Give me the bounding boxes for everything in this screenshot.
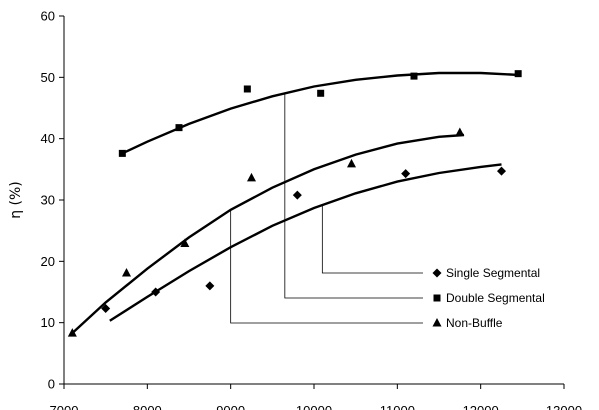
point-non-buffle bbox=[247, 172, 256, 182]
leader-line-double-segmental bbox=[284, 93, 423, 299]
legend-label-double-segmental: Double Segmental bbox=[446, 291, 545, 305]
legend-marker-double-segmental bbox=[433, 294, 441, 302]
plot-area: 0 10 20 30 40 50 60 7000 8000 9000 10000 11000 12000… bbox=[41, 9, 583, 410]
x-tick-label: 12000 bbox=[463, 403, 499, 410]
point-non-buffle bbox=[180, 238, 190, 248]
y-tick-label: 10 bbox=[41, 315, 55, 330]
x-tick-label: 7000 bbox=[50, 403, 79, 410]
y-tick-label: 60 bbox=[41, 9, 55, 24]
point-double-segmental bbox=[514, 70, 522, 78]
legend-marker-non-buffle bbox=[432, 318, 442, 327]
leader-line-non-buffle bbox=[230, 209, 423, 324]
legend-marker-single-segmental bbox=[432, 268, 442, 278]
ticks: 0 10 20 30 40 50 60 7000 8000 9000 10000 11000 12000… bbox=[41, 9, 583, 410]
point-single-segmental bbox=[401, 169, 411, 179]
point-single-segmental bbox=[497, 166, 506, 176]
point-non-buffle bbox=[347, 158, 356, 168]
y-tick-label: 20 bbox=[41, 254, 55, 269]
trend-line-double-segmental bbox=[121, 71, 519, 155]
point-double-segmental bbox=[243, 85, 251, 93]
x-tick-label: 9000 bbox=[216, 403, 245, 410]
trend-line-non-buffle bbox=[71, 133, 465, 334]
point-double-segmental bbox=[317, 89, 325, 97]
legend-label-non-buffle: Non-Buffle bbox=[446, 316, 503, 330]
data-markers bbox=[67, 70, 522, 337]
legend: Single Segmental Double Segmental Non-Buff… bbox=[230, 93, 545, 330]
trend-line-single-segmental bbox=[109, 163, 502, 322]
point-non-buffle bbox=[67, 328, 77, 337]
y-axis-title: η (%) bbox=[8, 181, 24, 219]
x-tick-label: 8000 bbox=[133, 403, 162, 410]
x-tick-label: 13000 bbox=[546, 403, 582, 410]
legend-label-single-segmental: Single Segmental bbox=[446, 266, 540, 280]
y-tick-label: 30 bbox=[41, 193, 55, 208]
point-single-segmental bbox=[205, 281, 215, 291]
point-non-buffle bbox=[122, 267, 131, 277]
point-double-segmental bbox=[410, 72, 418, 80]
point-single-segmental bbox=[292, 190, 302, 200]
point-non-buffle bbox=[455, 127, 465, 137]
y-tick-label: 40 bbox=[41, 131, 55, 146]
point-single-segmental bbox=[151, 287, 161, 297]
y-tick-label: 50 bbox=[41, 70, 55, 85]
trend-lines bbox=[71, 71, 519, 334]
x-tick-label: 11000 bbox=[380, 403, 415, 410]
point-double-segmental bbox=[118, 149, 126, 157]
point-single-segmental bbox=[101, 304, 111, 314]
point-double-segmental bbox=[175, 124, 183, 132]
leader-line-single-segmental bbox=[321, 205, 423, 274]
y-tick-label: 0 bbox=[48, 377, 55, 392]
x-tick-label: 10000 bbox=[296, 403, 332, 410]
